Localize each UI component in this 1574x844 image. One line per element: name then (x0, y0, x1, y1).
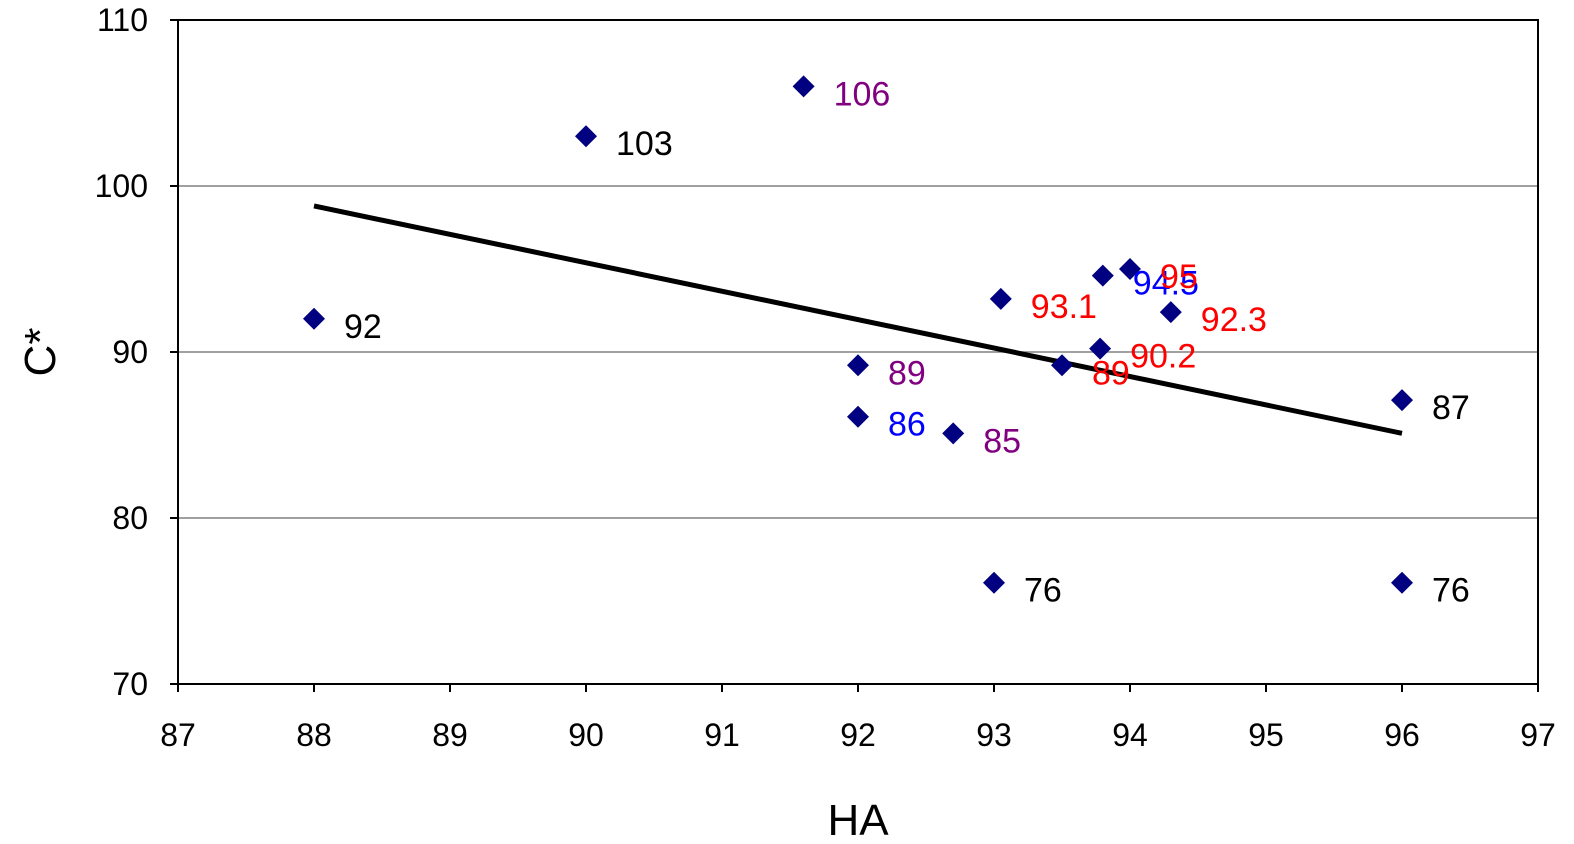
data-label: 85 (983, 422, 1021, 460)
data-label: 95 (1160, 258, 1198, 296)
data-label: 89 (888, 354, 926, 392)
data-point (1391, 389, 1413, 412)
data-point (303, 307, 325, 330)
data-point (983, 571, 1005, 594)
data-point (1391, 571, 1413, 594)
data-point (847, 405, 869, 428)
grid-layer (178, 185, 1538, 519)
y-tick-label: 100 (95, 168, 148, 204)
data-point (1089, 337, 1112, 360)
data-point (1051, 354, 1073, 377)
trendline (313, 203, 1403, 436)
tick-layer: 87 88 89 90 91 92 93 94 95 96 97 70 80 90 100 110 (95, 2, 1556, 753)
data-label: 90.2 (1130, 338, 1196, 376)
data-label: 89 (1092, 354, 1130, 392)
x-tick-label: 95 (1248, 717, 1284, 753)
data-point (1119, 258, 1141, 280)
x-tick-label: 92 (840, 717, 876, 753)
data-label: 103 (616, 125, 673, 163)
x-tick-label: 96 (1384, 717, 1420, 753)
x-axis-title: HA (827, 796, 889, 844)
y-tick-label: 110 (97, 2, 148, 38)
data-point (847, 354, 869, 377)
data-point (942, 422, 965, 445)
x-tick-label: 93 (976, 717, 1012, 753)
data-label: 76 (1024, 572, 1062, 610)
y-tick-label: 90 (112, 334, 148, 370)
data-label: 92 (344, 308, 382, 346)
data-point (989, 287, 1012, 310)
x-tick-label: 89 (432, 717, 468, 753)
data-label: 76 (1432, 572, 1470, 610)
x-tick-label: 87 (160, 717, 196, 753)
x-tick-label: 88 (296, 717, 332, 753)
data-label: 92.3 (1201, 301, 1267, 339)
x-tick-label: 91 (704, 717, 740, 753)
x-tick-label: 94 (1112, 717, 1148, 753)
data-label: 86 (888, 406, 926, 444)
data-label: 94.5 (1133, 265, 1199, 303)
x-tick-label: 90 (568, 717, 604, 753)
x-tick-label: 97 (1520, 717, 1556, 753)
data-point (575, 125, 597, 148)
data-point (792, 75, 815, 98)
data-point (1159, 301, 1182, 324)
y-tick-label: 80 (112, 500, 148, 536)
data-points-layer (303, 75, 1413, 594)
trendline-layer (313, 203, 1403, 436)
data-label: 106 (834, 75, 891, 113)
y-tick-label: 70 (112, 666, 148, 702)
data-point (1091, 264, 1114, 287)
data-label: 87 (1432, 389, 1470, 427)
data-label: 93.1 (1031, 288, 1097, 326)
y-axis-title: C* (16, 328, 65, 377)
